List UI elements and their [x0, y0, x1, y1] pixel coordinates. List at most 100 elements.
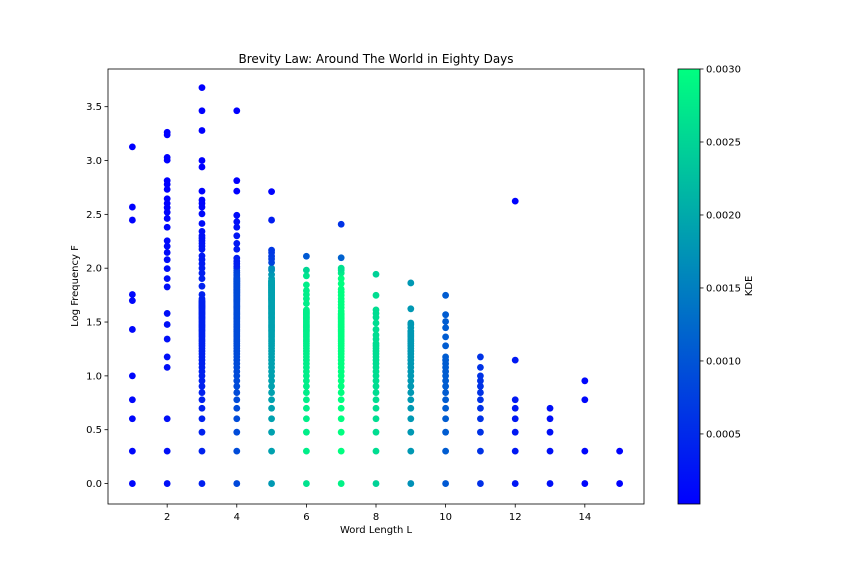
scatter-point-0-5	[128, 326, 136, 333]
scatter-point-1-15	[163, 223, 171, 231]
scatter-point-2-7	[198, 382, 206, 390]
colorbar-tick-label-3: 0.0020	[706, 210, 741, 221]
scatter-point-6-47	[337, 275, 345, 283]
y-tick-label-3: 1.5	[86, 318, 102, 329]
scatter-point-2-66	[198, 220, 206, 227]
scatter-point-11-3	[511, 415, 519, 423]
scatter-point-1-5	[163, 335, 171, 343]
scatter-point-2-73	[198, 157, 206, 164]
scatter-point-10-7	[477, 382, 484, 390]
scatter-point-2-51	[198, 291, 206, 298]
scatter-point-10-8	[477, 377, 484, 385]
scatter-point-9-0	[442, 480, 450, 487]
scatter-point-1-6	[163, 321, 171, 328]
scatter-point-5-7	[302, 382, 310, 390]
scatter-point-6-6	[337, 389, 345, 396]
scatter-point-4-2	[268, 428, 275, 436]
scatter-point-3-7	[233, 382, 241, 390]
scatter-points	[128, 84, 624, 487]
x-tick-label-6: 14	[578, 512, 591, 523]
y-tick-label-2: 1.0	[86, 371, 102, 382]
x-tick-label-1: 4	[234, 512, 240, 523]
scatter-point-11-4	[511, 404, 519, 412]
scatter-point-2-0	[198, 480, 206, 487]
scatter-point-2-4	[198, 404, 206, 412]
scatter-point-4-5	[268, 396, 275, 404]
scatter-point-4-8	[268, 377, 275, 385]
scatter-point-9-5	[442, 396, 450, 404]
scatter-point-8-4	[407, 404, 415, 412]
scatter-point-1-2	[163, 415, 171, 423]
scatter-point-7-23	[372, 319, 380, 327]
chart-title: Brevity Law: Around The World in Eighty …	[238, 52, 513, 66]
scatter-point-11-0	[511, 480, 519, 487]
scatter-point-10-1	[477, 447, 484, 455]
scatter-point-0-6	[128, 297, 136, 305]
scatter-point-11-7	[511, 197, 519, 205]
scatter-point-5-46	[302, 272, 310, 280]
scatter-point-2-54	[198, 269, 206, 277]
scatter-point-4-6	[268, 389, 275, 396]
scatter-point-12-0	[546, 480, 554, 487]
scatter-point-1-20	[163, 195, 171, 203]
scatter-point-6-45	[337, 285, 345, 293]
scatter-point-11-5	[511, 396, 519, 404]
colorbar-tick-label-5: 0.0030	[706, 65, 741, 76]
scatter-point-14-1	[616, 447, 624, 455]
scatter-point-2-58	[198, 252, 206, 260]
scatter-point-5-45	[302, 281, 310, 289]
scatter-point-0-10	[128, 143, 136, 151]
scatter-point-5-40	[302, 306, 310, 314]
scatter-point-2-71	[198, 187, 206, 195]
scatter-point-3-6	[233, 389, 241, 396]
scatter-point-3-2	[233, 428, 241, 436]
scatter-point-8-28	[407, 319, 415, 327]
scatter-point-7-28	[372, 270, 380, 278]
scatter-point-12-3	[546, 415, 554, 423]
scatter-point-9-15	[442, 342, 450, 350]
scatter-point-3-89	[233, 254, 241, 262]
scatter-point-2-65	[198, 227, 206, 235]
scatter-point-0-9	[128, 203, 136, 211]
scatter-point-1-9	[163, 275, 171, 283]
scatter-point-6-5	[337, 396, 345, 404]
scatter-point-2-2	[198, 428, 206, 436]
scatter-point-2-75	[198, 107, 206, 115]
x-tick-label-4: 10	[439, 512, 452, 523]
scatter-point-14-0	[616, 480, 624, 487]
scatter-point-2-70	[198, 196, 206, 204]
scatter-point-10-0	[477, 480, 484, 487]
scatter-point-4-87	[268, 188, 275, 196]
scatter-point-9-14	[442, 353, 450, 361]
x-axis: 2 4 6 8 10 12 14	[164, 504, 591, 523]
scatter-point-3-4	[233, 404, 241, 412]
scatter-point-0-8	[128, 216, 136, 224]
scatter-point-1-1	[163, 447, 171, 455]
scatter-point-5-2	[302, 428, 310, 436]
scatter-point-4-3	[268, 415, 275, 423]
scatter-point-3-93	[233, 223, 241, 231]
scatter-point-1-0	[163, 480, 171, 487]
scatter-point-7-7	[372, 382, 380, 390]
x-tick-label-3: 8	[373, 512, 379, 523]
scatter-point-3-91	[233, 240, 241, 247]
scatter-point-9-19	[442, 311, 450, 319]
scatter-point-2-52	[198, 282, 206, 290]
x-axis-label: Word Length L	[340, 525, 413, 536]
scatter-point-6-0	[337, 480, 345, 487]
scatter-point-1-7	[163, 310, 171, 317]
scatter-point-7-22	[372, 326, 380, 333]
scatter-point-1-10	[163, 265, 171, 273]
scatter-point-7-5	[372, 396, 380, 404]
scatter-point-1-14	[163, 237, 171, 245]
scatter-point-1-4	[163, 353, 171, 361]
scatter-point-9-2	[442, 428, 450, 436]
scatter-point-7-26	[372, 306, 380, 314]
scatter-point-13-0	[581, 480, 589, 487]
scatter-point-11-6	[511, 356, 519, 364]
scatter-point-5-4	[302, 404, 310, 412]
scatter-point-1-11	[163, 256, 171, 264]
scatter-point-0-3	[128, 396, 136, 404]
scatter-point-5-8	[302, 377, 310, 385]
